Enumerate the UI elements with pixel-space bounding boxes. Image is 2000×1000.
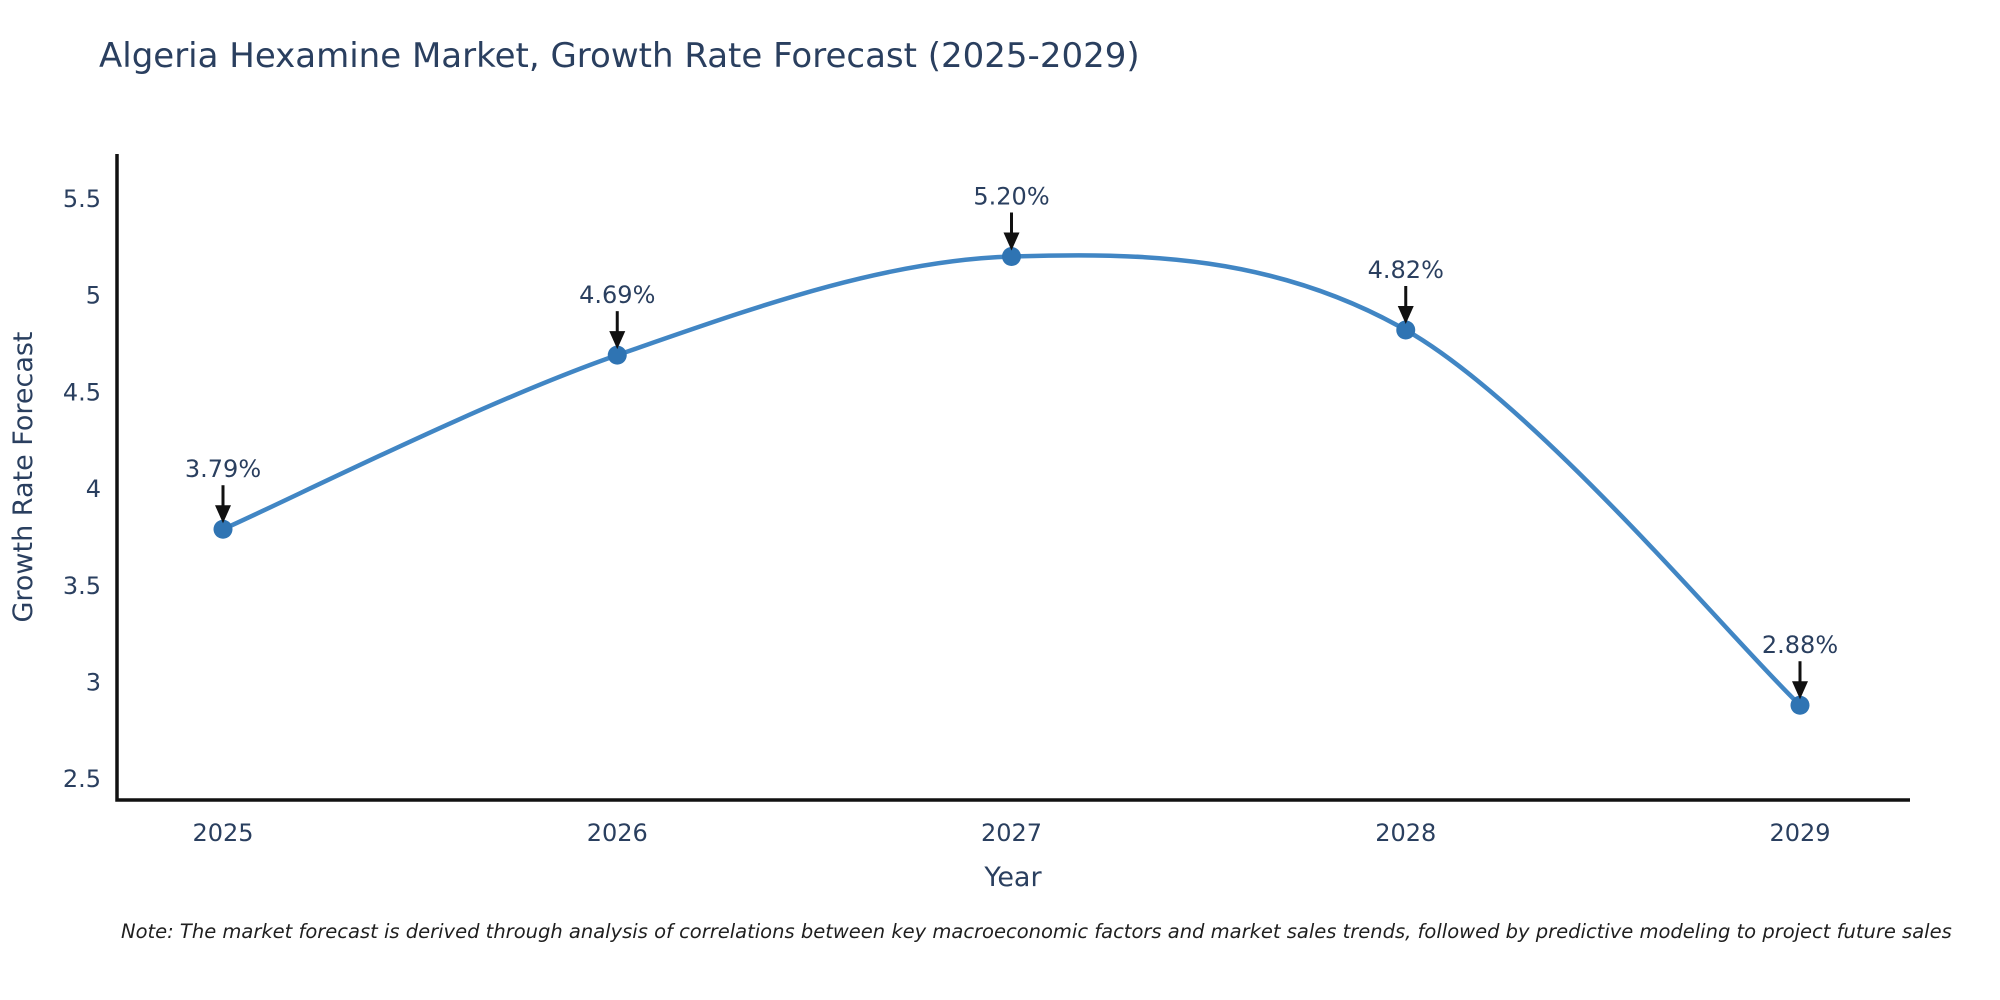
axes xyxy=(115,154,1910,802)
y-axis-tick-labels: 2.5 3 3.5 4 4.5 5 5.5 xyxy=(63,185,101,793)
axis-lines xyxy=(115,154,1910,802)
point-value-label: 4.82% xyxy=(1368,256,1444,284)
footnote: Note: The market forecast is derived thr… xyxy=(121,920,1952,943)
y-axis-title: Growth Rate Forecast xyxy=(8,331,39,622)
y-tick-label: 5.5 xyxy=(63,185,101,213)
y-tick-label: 5 xyxy=(86,282,101,310)
annotation-arrowhead-icon xyxy=(609,331,626,350)
x-tick-label: 2026 xyxy=(587,819,648,847)
x-tick-label: 2028 xyxy=(1375,819,1436,847)
y-tick-label: 2.5 xyxy=(63,765,101,793)
y-tick-label: 3.5 xyxy=(63,572,101,600)
annotation-arrowhead-icon xyxy=(1397,306,1414,325)
point-value-label: 3.79% xyxy=(185,455,261,483)
x-tick-label: 2029 xyxy=(1769,819,1830,847)
x-axis-tick-labels: 2025 2026 2027 2028 2029 xyxy=(192,819,1830,847)
point-value-label: 2.88% xyxy=(1762,631,1838,659)
line-series xyxy=(220,253,1803,708)
x-axis-title: Year xyxy=(983,862,1042,893)
point-annotations: 3.79% 4.69% 5.20% 4.82% 2.88% xyxy=(185,183,1838,700)
chart-title: Algeria Hexamine Market, Growth Rate For… xyxy=(99,36,1140,76)
x-tick-label: 2025 xyxy=(192,819,253,847)
forecast-spline xyxy=(220,253,1803,708)
data-point-markers xyxy=(213,247,1810,715)
point-value-label: 4.69% xyxy=(579,281,655,309)
data-point[interactable] xyxy=(607,345,627,365)
point-value-label: 5.20% xyxy=(973,183,1049,211)
x-tick-label: 2027 xyxy=(981,819,1042,847)
y-tick-label: 4.5 xyxy=(63,378,101,406)
annotation-arrowhead-icon xyxy=(1792,681,1808,700)
data-point[interactable] xyxy=(1396,320,1416,340)
data-point[interactable] xyxy=(1002,247,1021,267)
y-tick-label: 3 xyxy=(86,669,101,697)
y-tick-label: 4 xyxy=(86,475,101,503)
data-point[interactable] xyxy=(1790,695,1810,715)
data-point[interactable] xyxy=(213,519,233,539)
annotation-arrowhead-icon xyxy=(215,505,231,524)
annotation-arrowhead-icon xyxy=(1003,232,1020,251)
